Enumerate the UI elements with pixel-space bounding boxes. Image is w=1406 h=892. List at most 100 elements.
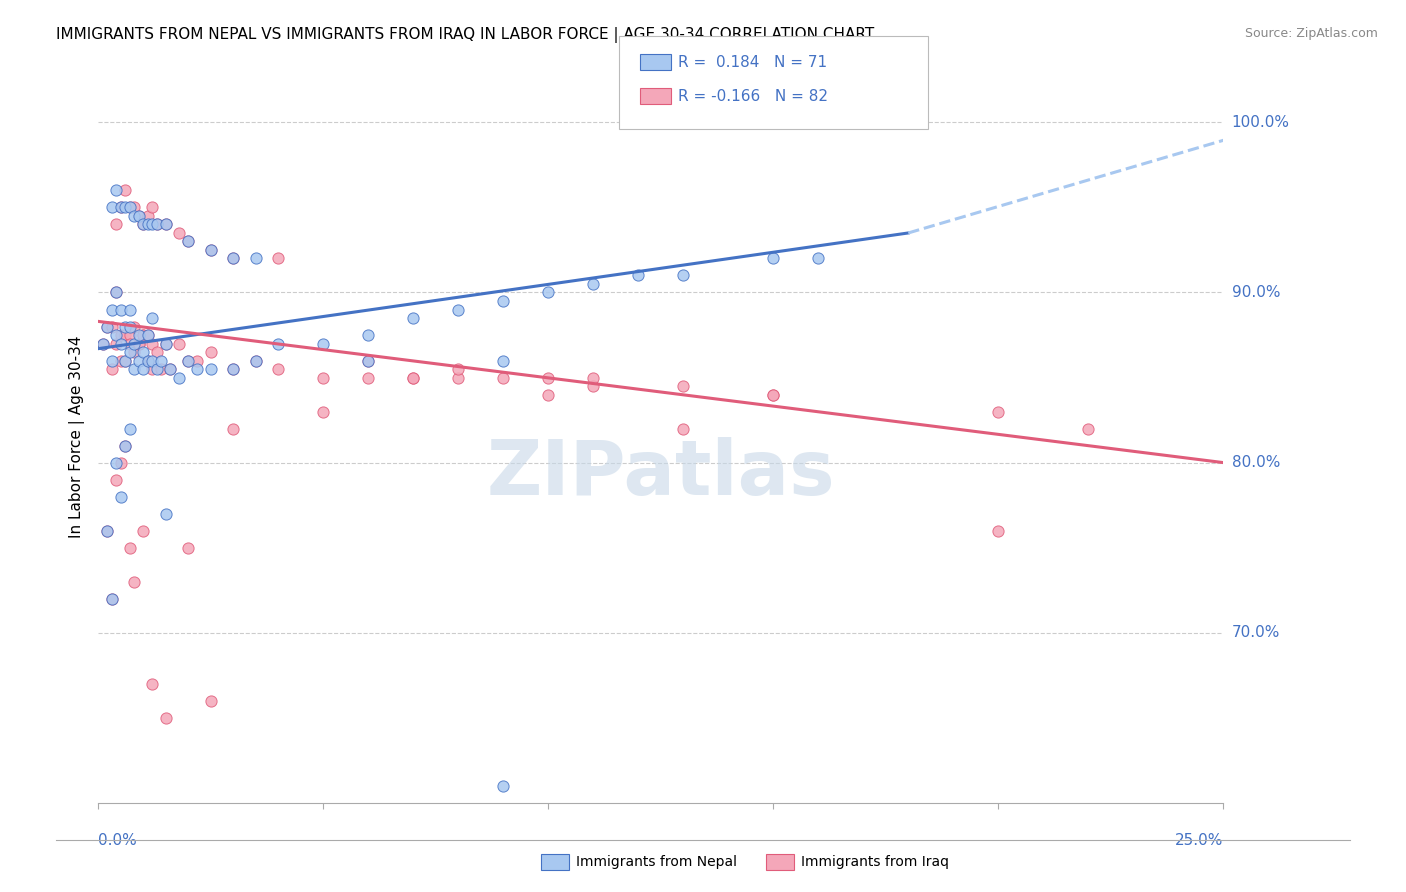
Point (537, 285, 560, 300)
Point (132, 524, 155, 538)
Point (222, 362, 245, 376)
Point (136, 328, 159, 343)
Point (128, 209, 150, 223)
Point (136, 218, 159, 232)
Text: Immigrants from Iraq: Immigrants from Iraq (801, 855, 949, 869)
Point (159, 362, 181, 376)
Point (312, 370, 335, 384)
Point (155, 711, 177, 725)
Point (146, 345, 169, 359)
Point (105, 336, 128, 351)
Point (136, 209, 159, 223)
Point (118, 541, 141, 555)
Text: 25.0%: 25.0% (1175, 833, 1223, 848)
Point (132, 362, 155, 376)
Point (762, 387, 785, 401)
Point (222, 421, 245, 435)
Point (200, 243, 222, 257)
Point (146, 218, 169, 232)
Point (582, 277, 605, 291)
Point (146, 362, 169, 376)
Text: 80.0%: 80.0% (1232, 455, 1279, 470)
Point (1077, 421, 1099, 435)
Point (132, 218, 155, 232)
Point (132, 328, 155, 343)
Point (177, 541, 200, 555)
Point (447, 302, 470, 317)
Point (312, 336, 335, 351)
Point (141, 201, 163, 215)
Point (91, 336, 114, 351)
Point (357, 353, 380, 368)
Point (177, 353, 200, 368)
Point (222, 252, 245, 266)
Point (101, 362, 124, 376)
Point (267, 252, 290, 266)
Point (124, 574, 146, 589)
Point (110, 490, 132, 504)
Point (155, 336, 177, 351)
Point (124, 209, 146, 223)
Point (200, 345, 222, 359)
Point (141, 677, 163, 691)
Point (96, 524, 118, 538)
Point (762, 387, 785, 401)
Point (114, 201, 136, 215)
Point (169, 370, 191, 384)
Point (101, 319, 124, 334)
Point (245, 252, 267, 266)
Point (582, 370, 605, 384)
Point (110, 456, 132, 470)
Point (110, 353, 132, 368)
Point (101, 591, 124, 606)
Point (128, 209, 150, 223)
Point (141, 353, 163, 368)
Point (200, 362, 222, 376)
Point (357, 353, 380, 368)
Point (987, 404, 1010, 418)
Point (136, 353, 159, 368)
Point (141, 218, 163, 232)
Point (200, 694, 222, 708)
Y-axis label: In Labor Force | Age 30-34: In Labor Force | Age 30-34 (69, 335, 84, 539)
Point (159, 362, 181, 376)
Point (492, 353, 515, 368)
Point (114, 439, 136, 453)
Point (245, 353, 267, 368)
Point (110, 328, 132, 343)
Point (105, 285, 128, 300)
Point (186, 362, 208, 376)
Point (101, 201, 124, 215)
Point (101, 302, 124, 317)
Point (118, 345, 141, 359)
Point (118, 319, 141, 334)
Point (124, 362, 146, 376)
Point (357, 370, 380, 384)
Point (312, 404, 335, 418)
Point (186, 353, 208, 368)
Point (118, 421, 141, 435)
Point (492, 293, 515, 308)
Point (105, 456, 128, 470)
Point (582, 379, 605, 393)
Point (105, 218, 128, 232)
Point (132, 345, 155, 359)
Point (987, 524, 1010, 538)
Point (114, 353, 136, 368)
Point (447, 370, 470, 384)
Point (96, 319, 118, 334)
Text: R =  0.184   N = 71: R = 0.184 N = 71 (678, 55, 827, 70)
Text: 90.0%: 90.0% (1232, 285, 1279, 300)
Point (91, 336, 114, 351)
Point (124, 319, 146, 334)
Point (537, 370, 560, 384)
Point (177, 235, 200, 249)
Point (200, 243, 222, 257)
Text: Source: ZipAtlas.com: Source: ZipAtlas.com (1244, 27, 1378, 40)
Point (177, 353, 200, 368)
Point (124, 345, 146, 359)
Point (155, 218, 177, 232)
Point (110, 302, 132, 317)
Point (114, 353, 136, 368)
Point (128, 336, 150, 351)
